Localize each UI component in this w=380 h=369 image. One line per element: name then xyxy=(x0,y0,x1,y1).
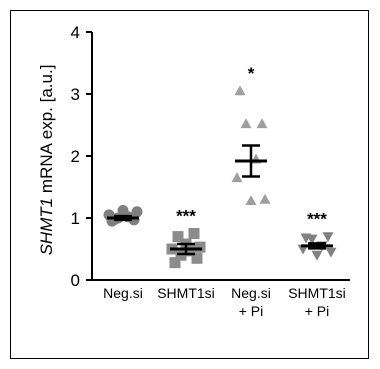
y-tick-label: 3 xyxy=(71,85,80,104)
category-labels: Neg.si SHMT1si Neg.si + Pi SHMT1si + Pi xyxy=(103,285,346,319)
data-point xyxy=(234,85,246,96)
y-axis-label: SHMT1 mRNA exp. [a.u.] xyxy=(37,65,56,256)
y-axis-label-gene: SHMT1 xyxy=(37,198,56,256)
category-label: SHMT1si xyxy=(157,285,215,301)
data-point xyxy=(259,193,271,204)
y-tick-label: 2 xyxy=(71,147,80,166)
data-point xyxy=(245,195,257,206)
y-tick-label: 4 xyxy=(71,23,80,42)
data-point xyxy=(325,247,337,258)
data-point xyxy=(311,250,323,261)
category-label: + Pi xyxy=(305,303,330,319)
data-point xyxy=(306,234,318,245)
y-axis: 0 1 2 3 4 xyxy=(71,23,93,290)
data-point xyxy=(185,245,197,257)
y-tick-label: 1 xyxy=(71,209,80,228)
data-point xyxy=(131,206,143,218)
data-point xyxy=(169,257,181,269)
data-point xyxy=(194,241,206,253)
significance-label: *** xyxy=(176,207,196,226)
data-points xyxy=(103,85,337,269)
category-label: + Pi xyxy=(239,303,264,319)
y-axis-label-rest: mRNA exp. [a.u.] xyxy=(37,65,56,198)
category-label: Neg.si xyxy=(231,285,271,301)
data-point xyxy=(240,118,252,129)
significance-labels: ******* xyxy=(176,64,327,229)
figure-frame xyxy=(10,10,369,359)
y-tick-label: 0 xyxy=(71,271,80,290)
category-label: Neg.si xyxy=(103,285,143,301)
significance-label: * xyxy=(248,64,255,83)
data-point xyxy=(172,231,184,243)
y-axis-label-text: SHMT1 mRNA exp. [a.u.] xyxy=(37,65,56,256)
data-point xyxy=(322,232,334,243)
data-point xyxy=(256,118,268,129)
data-point xyxy=(231,172,243,183)
category-label: SHMT1si xyxy=(288,285,346,301)
data-point xyxy=(191,252,203,264)
mean-sem-bars xyxy=(107,144,333,256)
significance-label: *** xyxy=(307,210,327,229)
data-point xyxy=(188,228,200,239)
data-point xyxy=(117,205,129,217)
